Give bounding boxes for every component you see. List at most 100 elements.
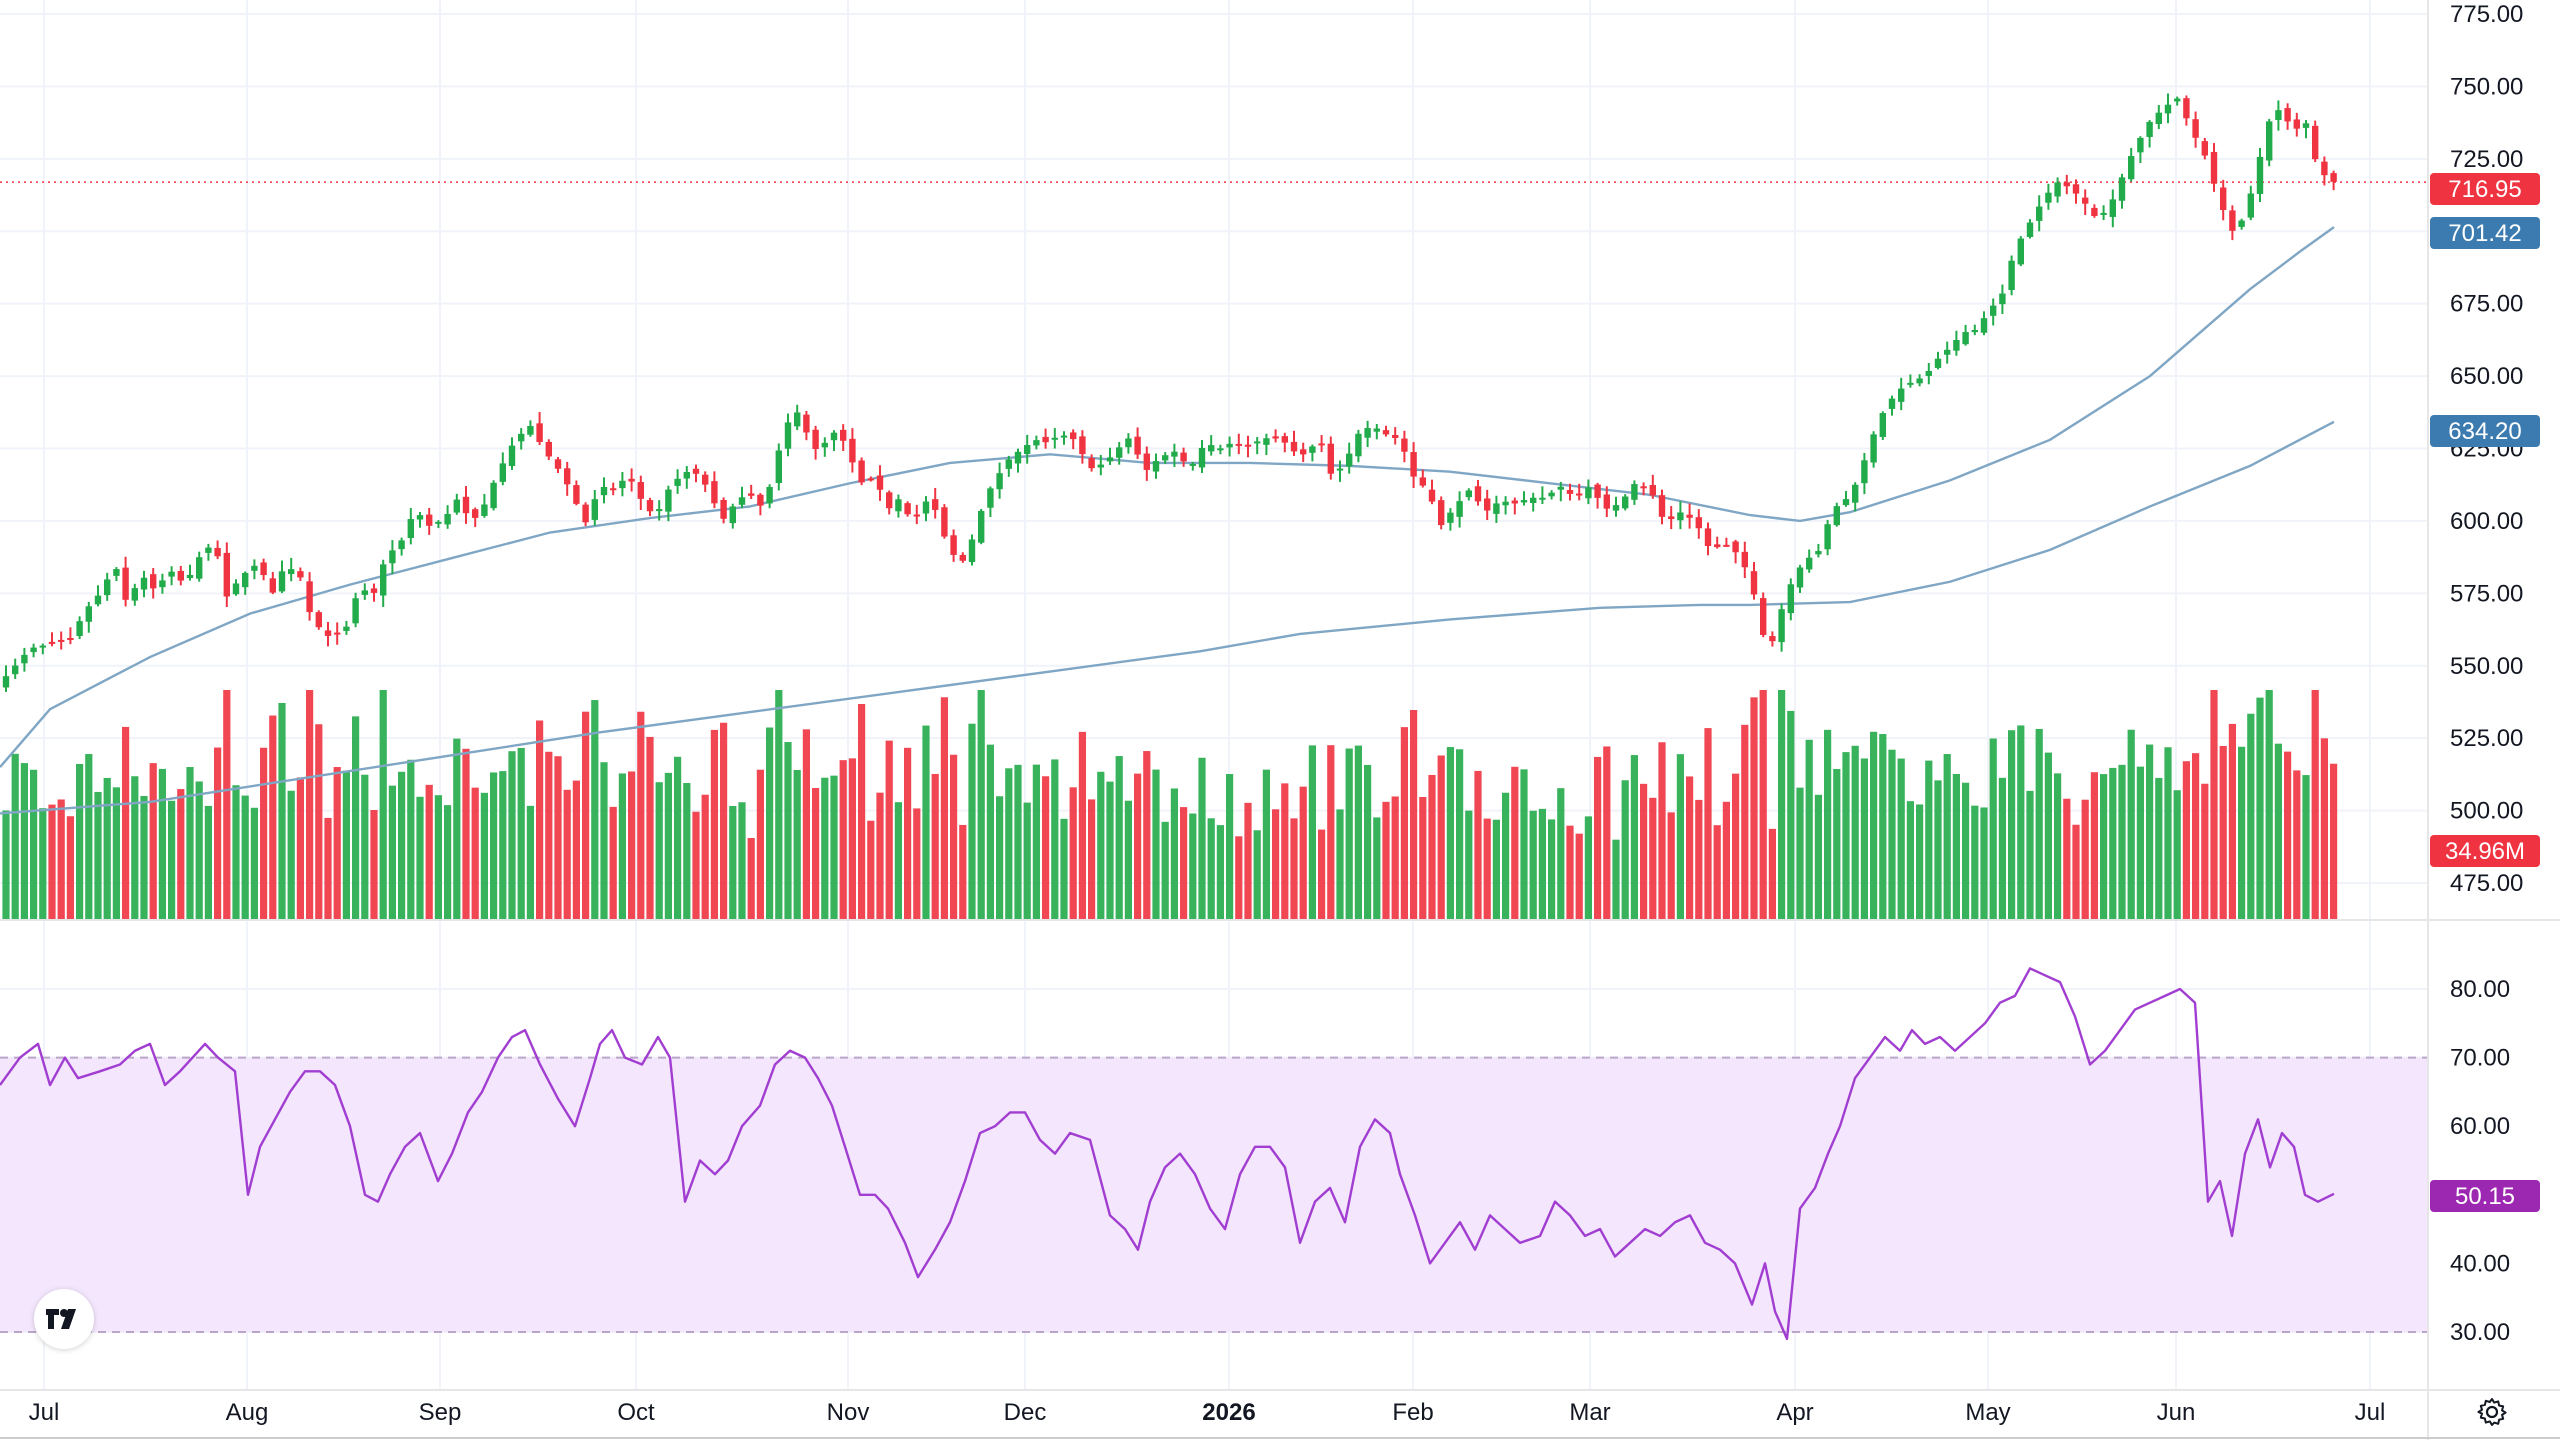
candle-body (2054, 182, 2061, 197)
volume-bar (1575, 833, 1583, 920)
price-tick-label: 525.00 (2450, 725, 2523, 752)
volume-bar (582, 711, 590, 920)
candle (1419, 469, 1426, 488)
candle (545, 439, 552, 461)
candle-body (748, 493, 755, 496)
candle (1290, 430, 1298, 456)
volume-bar (388, 785, 396, 920)
candle-body (1410, 452, 1417, 477)
volume-bar (1676, 754, 1684, 920)
candle-body (1373, 428, 1380, 432)
candle (1189, 461, 1196, 471)
candle-body (2, 676, 10, 688)
volume-bar (848, 758, 856, 920)
candle (444, 505, 451, 529)
candle-body (564, 468, 571, 485)
candle-body (361, 590, 368, 595)
settings-gear-icon[interactable] (2474, 1394, 2510, 1430)
candle-body (2247, 193, 2254, 218)
candle (205, 543, 212, 561)
candle-body (1852, 484, 1859, 503)
candle-body (1106, 457, 1114, 462)
volume-bar (1428, 774, 1436, 920)
candle (159, 573, 166, 594)
volume-bar (168, 800, 176, 920)
volume-bar (775, 690, 783, 920)
volume-bar (1069, 787, 1077, 920)
candle-body (1355, 433, 1362, 457)
volume-bar (1934, 780, 1942, 920)
candle (407, 508, 414, 545)
candle (683, 466, 690, 489)
candle (462, 486, 470, 524)
volume-bar (223, 690, 231, 920)
candle (2312, 120, 2319, 163)
candle-body (444, 513, 451, 525)
candle-body (1668, 516, 1675, 520)
candle-body (775, 450, 782, 484)
volume-bar (1814, 794, 1822, 920)
candle-body (1456, 501, 1463, 517)
candle (1870, 431, 1877, 468)
candle (2137, 136, 2144, 164)
candle (702, 471, 709, 493)
candle (1244, 435, 1252, 458)
candle-body (2183, 98, 2190, 119)
candle-body (1401, 438, 1408, 452)
candle-body (1750, 571, 1758, 595)
volume-bar (526, 805, 534, 920)
candle-body (1336, 468, 1344, 471)
volume-bar (195, 781, 203, 920)
volume-bar (2, 810, 10, 920)
candle (1999, 284, 2006, 315)
candle-body (2109, 199, 2116, 217)
volume-bar (1962, 782, 1970, 920)
candle-body (2192, 119, 2199, 138)
volume-bar (57, 799, 65, 920)
rsi-tick-label: 70.00 (2450, 1045, 2510, 1072)
candle-body (2321, 161, 2328, 176)
candle (1088, 454, 1095, 472)
candle-body (1300, 449, 1307, 455)
candle (481, 493, 488, 518)
candle (1585, 479, 1592, 505)
volume-bar (2265, 690, 2273, 920)
volume-bar (1327, 745, 1335, 920)
candle (1852, 482, 1859, 512)
candle-body (1024, 445, 1031, 454)
candle-body (674, 478, 681, 486)
rsi-tick-label: 30.00 (2450, 1319, 2510, 1346)
volume-bar (434, 795, 442, 920)
volume-bar (425, 784, 433, 920)
volume-bar (996, 796, 1004, 920)
volume-bar (821, 777, 829, 920)
candle (536, 412, 543, 446)
volume-bar (793, 769, 801, 920)
candle-body (720, 500, 727, 519)
candle-body (1272, 436, 1279, 439)
candle (1723, 537, 1730, 547)
time-axis[interactable]: Jul Aug Sep Oct Nov Dec 2026 Feb Mar Apr May Jun Jul (29, 1399, 2386, 1426)
volume-bar (1649, 797, 1657, 920)
candle-body (1842, 499, 1850, 506)
candle (1824, 519, 1831, 556)
volume-bar (1032, 764, 1040, 920)
volume-bar (324, 817, 332, 920)
candle (1263, 433, 1270, 456)
volume-bar (1667, 812, 1675, 920)
candle (39, 643, 46, 655)
volume-bar (379, 690, 387, 920)
volume-bar (1483, 818, 1491, 920)
candle (131, 583, 138, 606)
candle-body (1208, 445, 1215, 452)
volume-bar (1520, 769, 1528, 920)
tradingview-logo-icon[interactable] (34, 1289, 94, 1349)
candle (196, 551, 203, 582)
candle-body (1281, 436, 1288, 443)
candle (2183, 95, 2190, 126)
candle (1474, 479, 1482, 506)
volume-bar (204, 805, 212, 920)
volume-bar (609, 806, 617, 920)
